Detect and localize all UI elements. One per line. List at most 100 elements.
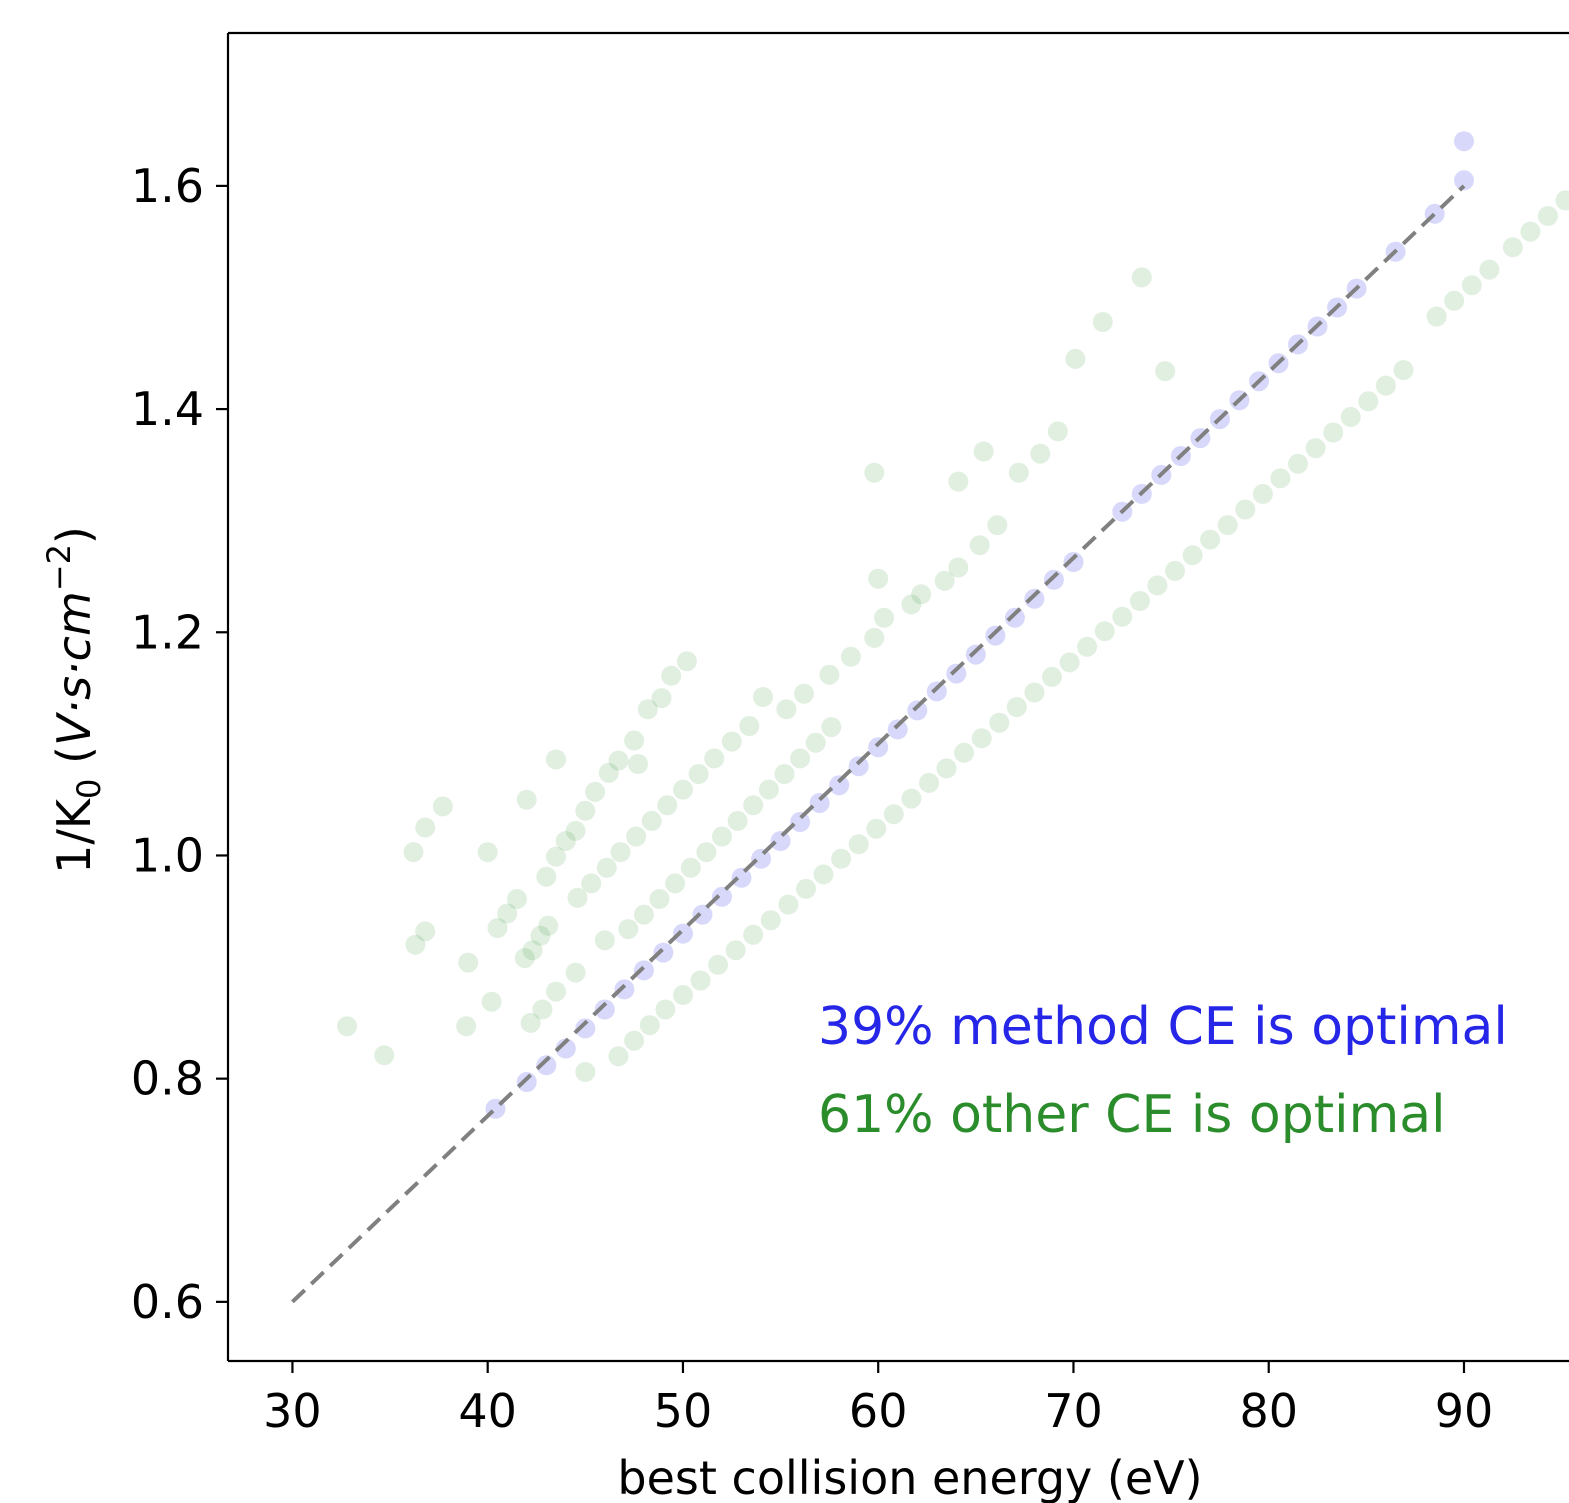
- point-other-24: [565, 962, 586, 983]
- point-method-10: [692, 904, 713, 925]
- point-other-9: [481, 991, 502, 1012]
- point-method-15: [790, 812, 811, 832]
- point-other-79: [696, 842, 717, 863]
- y-axis-title: 1/K0 (V·s·cm−2): [40, 526, 108, 874]
- point-other-1: [374, 1045, 395, 1066]
- point-other-61: [934, 570, 955, 591]
- point-other-46: [673, 779, 693, 800]
- point-other-117: [1094, 621, 1115, 642]
- point-other-45: [657, 795, 678, 816]
- point-method-23: [946, 663, 967, 684]
- point-other-98: [760, 910, 781, 931]
- point-other-60: [911, 584, 932, 605]
- point-method-21: [907, 700, 928, 721]
- point-other-129: [1305, 438, 1326, 459]
- point-other-78: [680, 857, 701, 878]
- point-other-136: [1444, 290, 1465, 311]
- point-other-80: [712, 826, 732, 847]
- point-other-126: [1252, 483, 1273, 504]
- point-other-110: [971, 728, 992, 749]
- y-axis-title-subscript: 0: [70, 779, 108, 799]
- point-other-115: [1059, 652, 1080, 673]
- axes-layer: [226, 31, 1569, 1363]
- point-other-42: [610, 842, 631, 863]
- point-method-9: [673, 923, 693, 944]
- x-tick-label-80: 80: [1239, 1384, 1298, 1438]
- point-other-4: [432, 796, 453, 817]
- x-axis-title: best collision energy (eV): [617, 1451, 1202, 1503]
- y-axis-title-superscript: −2: [40, 544, 78, 591]
- point-other-82: [743, 795, 764, 816]
- point-other-5: [405, 934, 426, 955]
- point-other-116: [1077, 636, 1098, 657]
- point-other-134: [1393, 360, 1414, 380]
- point-other-90: [624, 1030, 645, 1051]
- point-other-68: [1030, 443, 1051, 464]
- point-other-56: [864, 627, 885, 648]
- point-other-67: [1008, 462, 1029, 483]
- point-other-87: [821, 717, 842, 738]
- point-other-62: [948, 557, 969, 578]
- point-other-95: [708, 954, 729, 975]
- point-other-109: [954, 742, 975, 763]
- point-other-104: [866, 818, 887, 839]
- point-other-18: [538, 915, 559, 936]
- point-other-53: [794, 683, 814, 704]
- point-other-52: [776, 699, 797, 720]
- point-method-16: [809, 793, 830, 813]
- point-other-74: [618, 919, 639, 940]
- point-method-6: [614, 979, 635, 1000]
- point-other-66: [973, 441, 994, 462]
- point-other-58: [874, 607, 895, 628]
- y-tick-label-0.8: 0.8: [131, 1052, 204, 1106]
- point-other-138: [1479, 259, 1500, 280]
- point-other-21: [532, 999, 553, 1020]
- point-other-135: [1426, 306, 1447, 327]
- x-tick-label-40: 40: [458, 1384, 517, 1438]
- point-other-111: [989, 712, 1010, 733]
- point-other-120: [1147, 575, 1168, 596]
- point-other-96: [725, 940, 746, 961]
- x-tick-label-60: 60: [849, 1384, 908, 1438]
- point-method-24: [965, 644, 986, 665]
- point-other-89: [608, 1046, 629, 1067]
- point-other-39: [567, 887, 588, 908]
- point-other-113: [1024, 682, 1045, 703]
- x-tick-label-30: 30: [263, 1384, 322, 1438]
- point-other-133: [1375, 375, 1396, 396]
- point-other-2: [403, 842, 424, 863]
- point-other-121: [1165, 560, 1185, 581]
- point-other-108: [936, 758, 957, 779]
- point-other-141: [1537, 206, 1558, 226]
- point-method-25: [985, 625, 1006, 646]
- point-other-7: [458, 952, 479, 973]
- point-other-122: [1182, 545, 1203, 566]
- point-other-112: [1006, 697, 1027, 717]
- point-other-132: [1358, 391, 1379, 412]
- y-axis-title-close: ): [47, 526, 101, 544]
- point-other-73: [1131, 267, 1152, 288]
- point-other-93: [673, 985, 693, 1005]
- annotation-method: 39% method CE is optimal: [818, 997, 1508, 1057]
- y-tick-label-1.6: 1.6: [131, 159, 204, 213]
- point-other-91: [639, 1015, 660, 1036]
- point-other-118: [1112, 606, 1133, 627]
- point-other-16: [522, 940, 543, 961]
- point-other-97: [743, 924, 764, 945]
- point-other-140: [1520, 221, 1541, 242]
- point-other-85: [790, 748, 811, 769]
- point-other-34: [628, 754, 648, 774]
- point-method-14: [770, 831, 791, 851]
- point-method-19: [868, 737, 889, 758]
- point-method-29: [1063, 552, 1084, 572]
- annotation-other: 61% other CE is optimal: [818, 1085, 1446, 1145]
- point-other-12: [497, 903, 518, 924]
- point-other-101: [813, 864, 834, 885]
- point-other-57: [868, 568, 889, 589]
- point-other-41: [596, 857, 617, 878]
- point-other-44: [641, 810, 662, 831]
- y-axis-title-unit: V·s·cm: [47, 591, 101, 746]
- point-other-127: [1270, 468, 1291, 489]
- point-method-22: [926, 681, 947, 702]
